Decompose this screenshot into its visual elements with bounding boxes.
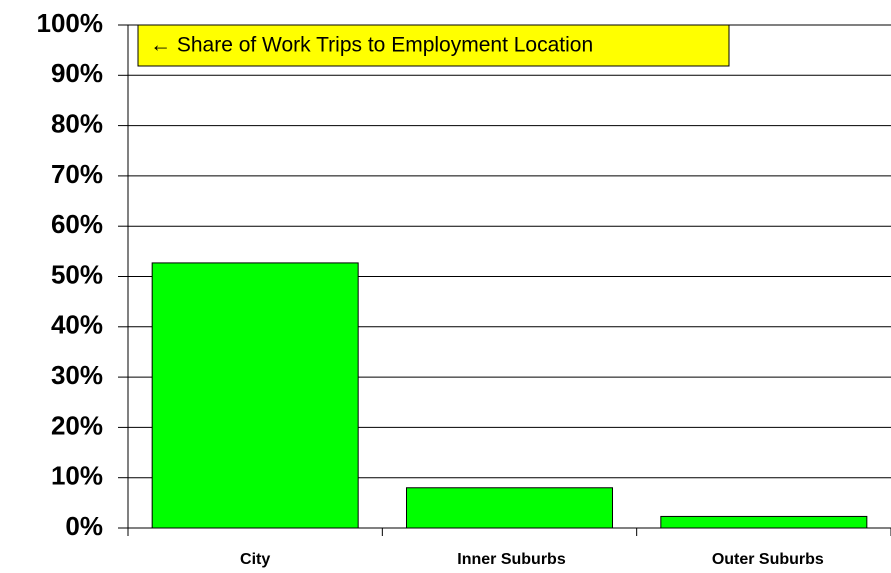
x-tick-label: City	[240, 551, 270, 568]
y-tick-label: 90%	[51, 58, 103, 88]
y-tick-label: 80%	[51, 108, 103, 138]
x-tick-label: Inner Suburbs	[457, 551, 566, 568]
y-tick-label: 70%	[51, 159, 103, 189]
y-tick-label: 0%	[65, 511, 103, 541]
x-tick-label: Outer Suburbs	[712, 551, 824, 568]
bar	[660, 515, 868, 529]
annotation-box	[137, 24, 730, 67]
annotation: ← Share of Work Trips to Employment Loca…	[150, 34, 593, 57]
y-tick-label: 100%	[37, 8, 104, 38]
y-tick-label: 60%	[51, 209, 103, 239]
y-tick-label: 10%	[51, 461, 103, 491]
bar	[405, 487, 614, 529]
y-tick-label: 50%	[51, 259, 103, 289]
y-tick-label: 30%	[51, 360, 103, 390]
bar	[151, 262, 359, 529]
y-tick-label: 40%	[51, 310, 103, 340]
y-tick-label: 20%	[51, 410, 103, 440]
